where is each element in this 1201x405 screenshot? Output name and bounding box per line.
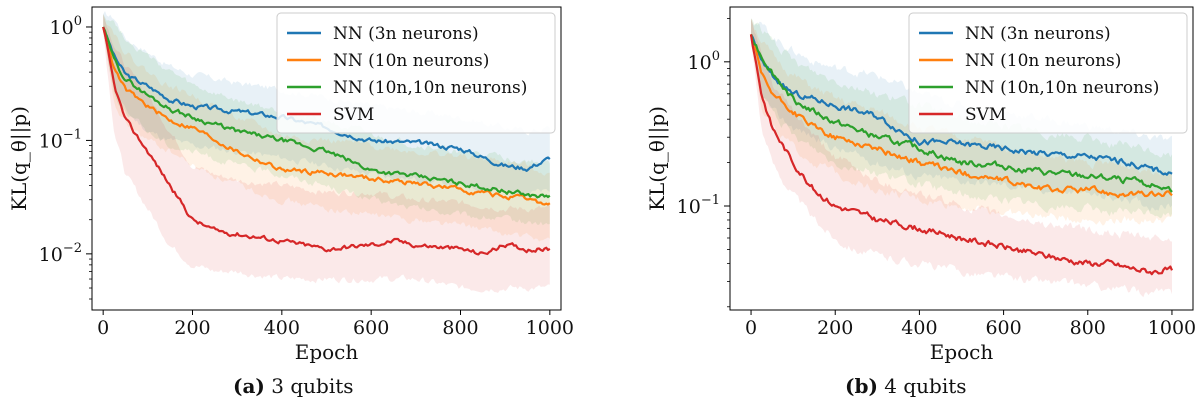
band-1 xyxy=(751,18,1172,226)
y-axis-label: KL(q_θ||p) xyxy=(7,106,32,211)
x-tick-label: 1000 xyxy=(526,317,574,339)
y-tick-label: 100 xyxy=(50,14,82,39)
x-tick-label: 0 xyxy=(745,317,757,339)
y-tick-label: 10−1 xyxy=(677,193,720,218)
legend-label-3: SVM xyxy=(333,105,374,125)
legend: NN (3n neurons) NN (10n neurons) NN (10n,1… xyxy=(908,12,1188,134)
x-tick-label: 200 xyxy=(817,317,853,339)
x-tick-label: 800 xyxy=(442,317,478,339)
band-2 xyxy=(103,14,550,226)
series-line-3 xyxy=(749,34,1174,276)
series-line-1 xyxy=(102,26,551,206)
x-tick-label: 400 xyxy=(264,317,300,339)
legend: NN (3n neurons) NN (10n neurons) NN (10n,1… xyxy=(276,12,556,134)
x-axis-label: Epoch xyxy=(930,340,994,364)
band-3 xyxy=(103,14,550,293)
x-tick-label: 200 xyxy=(174,317,210,339)
x-tick-label: 0 xyxy=(97,317,109,339)
x-tick-label: 600 xyxy=(985,317,1021,339)
x-tick-label: 800 xyxy=(1070,317,1106,339)
chart-panel-a: 0 200 400 600 800 1000 10−2 10−1 100 Epoch KL(q_θ|… xyxy=(7,6,574,364)
x-tick-label: 400 xyxy=(901,317,937,339)
caption-b-label: (b) xyxy=(845,374,878,398)
legend-label-1: NN (10n neurons) xyxy=(333,51,489,71)
legend-label-0: NN (3n neurons) xyxy=(965,24,1111,44)
legend-label-0: NN (3n neurons) xyxy=(333,24,479,44)
caption-b: (b) 4 qubits xyxy=(845,374,967,398)
legend-label-2: NN (10n,10n neurons) xyxy=(333,78,527,98)
legend-label-3: SVM xyxy=(965,105,1006,125)
axes-frame xyxy=(91,6,562,311)
y-tick-label: 10−1 xyxy=(39,127,82,152)
band-2 xyxy=(751,18,1172,219)
series-line-3 xyxy=(102,26,551,256)
axes-frame xyxy=(729,6,1194,311)
band-3 xyxy=(751,18,1172,298)
legend-box xyxy=(908,12,1188,134)
caption-a-label: (a) xyxy=(233,374,265,398)
y-axis-label: KL(q_θ||p) xyxy=(645,106,670,211)
y-tick-label: 10−2 xyxy=(39,241,82,266)
x-tick-label: 1000 xyxy=(1148,317,1196,339)
chart-panel-b: 0 200 400 600 800 1000 10−1 100 Epoch KL(q_θ||p) N… xyxy=(645,6,1196,364)
series-line-2 xyxy=(749,34,1173,193)
caption-a: (a) 3 qubits xyxy=(233,374,354,398)
x-axis-label: Epoch xyxy=(295,340,359,364)
series-line-1 xyxy=(749,34,1173,199)
caption-a-text: 3 qubits xyxy=(271,374,354,398)
legend-label-2: NN (10n,10n neurons) xyxy=(965,78,1159,98)
series-line-2 xyxy=(102,26,551,199)
series-line-0 xyxy=(750,33,1173,176)
caption-b-text: 4 qubits xyxy=(884,374,967,398)
y-tick-label: 100 xyxy=(688,49,720,74)
legend-box xyxy=(276,12,556,134)
x-tick-label: 600 xyxy=(353,317,389,339)
legend-label-1: NN (10n neurons) xyxy=(965,51,1121,71)
